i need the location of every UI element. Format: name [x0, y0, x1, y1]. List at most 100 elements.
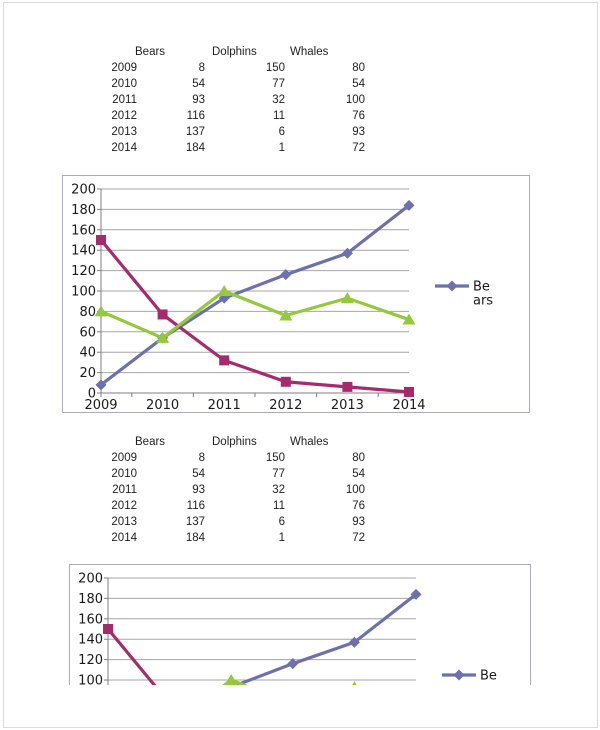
column-header-whales: Whales — [290, 436, 329, 448]
bears-cell: 93 — [192, 484, 205, 496]
triangle-marker — [279, 309, 293, 321]
square-marker — [103, 624, 113, 634]
whales-cell: 100 — [345, 484, 365, 496]
y-axis-label: 140 — [78, 633, 103, 648]
y-axis-label: 120 — [71, 264, 96, 279]
table-row: 2011 93 32 100 — [0, 92, 600, 108]
whales-cell: 76 — [352, 500, 365, 512]
series-line — [232, 593, 417, 685]
y-axis-label: 160 — [78, 612, 103, 627]
whales-cell: 80 — [352, 62, 365, 74]
bears-cell: 54 — [192, 468, 205, 480]
y-axis-label: 140 — [71, 244, 96, 259]
triangle-marker — [224, 674, 238, 685]
year-cell: 2014 — [111, 142, 137, 154]
triangle-marker — [217, 285, 231, 296]
dolphins-cell: 11 — [273, 500, 285, 512]
bears-cell: 93 — [192, 94, 205, 106]
table-row: 2009 8 150 80 — [0, 450, 600, 466]
square-marker — [404, 386, 414, 397]
data-table-top: Bears Dolphins Whales 2009 8 150 80 2010 54 77 54 2… — [0, 44, 600, 156]
year-cell: 2010 — [111, 468, 137, 480]
year-cell: 2009 — [111, 62, 137, 74]
y-axis-label: 20 — [79, 366, 96, 381]
legend-label: ars — [473, 294, 493, 309]
x-axis-label: 2011 — [208, 398, 241, 412]
triangle-marker — [340, 292, 354, 304]
dolphins-cell: 77 — [272, 468, 285, 480]
y-axis-label: 60 — [79, 325, 96, 340]
year-cell: 2011 — [112, 94, 137, 106]
year-cell: 2013 — [111, 126, 137, 138]
year-cell: 2012 — [111, 500, 137, 512]
series-line — [100, 289, 410, 340]
y-axis-label: 0 — [88, 387, 96, 402]
dolphins-cell: 150 — [265, 452, 285, 464]
table-row: 2013 137 6 93 — [0, 124, 600, 140]
triangle-marker — [352, 681, 357, 685]
square-marker — [157, 309, 168, 320]
x-axis-label: 2010 — [146, 398, 179, 412]
series-bears — [227, 588, 422, 685]
dolphins-cell: 150 — [265, 62, 285, 74]
square-marker — [280, 376, 291, 387]
table-row: 2010 54 77 54 — [0, 76, 600, 92]
dolphins-cell: 1 — [278, 142, 285, 154]
dolphins-cell: 6 — [278, 516, 285, 528]
chart-canvas: 2001801601401201008060402002009201020112… — [78, 572, 500, 686]
y-axis-label: 180 — [78, 592, 103, 607]
y-axis-label: 160 — [71, 223, 96, 238]
series-line — [100, 204, 410, 387]
square-marker — [219, 355, 230, 366]
diamond-marker — [287, 658, 299, 670]
y-axis-label: 200 — [78, 572, 103, 587]
table-row: 2009 8 150 80 — [0, 60, 600, 76]
series-dolphins — [103, 624, 157, 685]
year-cell: 2011 — [112, 484, 137, 496]
dolphins-cell: 32 — [272, 94, 285, 106]
legend: Bears — [435, 280, 493, 309]
year-cell: 2014 — [111, 532, 137, 544]
whales-cell: 93 — [352, 126, 365, 138]
table-row: 2012 116 11 76 — [0, 108, 600, 124]
y-axis-label: 80 — [79, 305, 96, 320]
dolphins-cell: 11 — [273, 110, 285, 122]
diamond-marker — [446, 280, 458, 292]
year-cell: 2013 — [111, 516, 137, 528]
bears-cell: 184 — [185, 142, 205, 154]
bears-cell: 8 — [198, 62, 205, 74]
whales-cell: 54 — [352, 468, 365, 480]
diamond-marker — [410, 588, 422, 600]
whales-cell: 76 — [352, 110, 365, 122]
diamond-marker — [341, 247, 353, 259]
diamond-marker — [95, 379, 107, 391]
legend-label: ars — [480, 683, 500, 686]
table-row: 2010 54 77 54 — [0, 466, 600, 482]
diamond-marker — [280, 269, 292, 281]
table-row: 2013 137 6 93 — [0, 514, 600, 530]
dolphins-cell: 32 — [272, 484, 285, 496]
series-bears — [95, 199, 415, 391]
y-axis-label: 200 — [71, 183, 96, 198]
table-row: 2012 116 11 76 — [0, 498, 600, 514]
bears-cell: 137 — [185, 126, 205, 138]
year-cell: 2009 — [111, 452, 137, 464]
whales-cell: 80 — [352, 452, 365, 464]
y-axis-label: 40 — [79, 346, 96, 361]
x-axis-label: 2012 — [269, 398, 302, 412]
diamond-marker — [453, 669, 465, 681]
bears-cell: 184 — [185, 532, 205, 544]
series-whales — [221, 674, 357, 685]
bears-cell: 116 — [186, 500, 205, 512]
series-whales — [94, 285, 416, 343]
x-axis-label: 2013 — [331, 398, 364, 412]
y-axis-label: 120 — [78, 653, 103, 668]
legend-label: Be — [473, 280, 490, 295]
table-row: 2014 184 1 72 — [0, 530, 600, 546]
whales-cell: 100 — [345, 94, 365, 106]
table-row: 2011 93 32 100 — [0, 482, 600, 498]
triangle-marker — [94, 305, 108, 317]
square-marker — [96, 235, 106, 245]
